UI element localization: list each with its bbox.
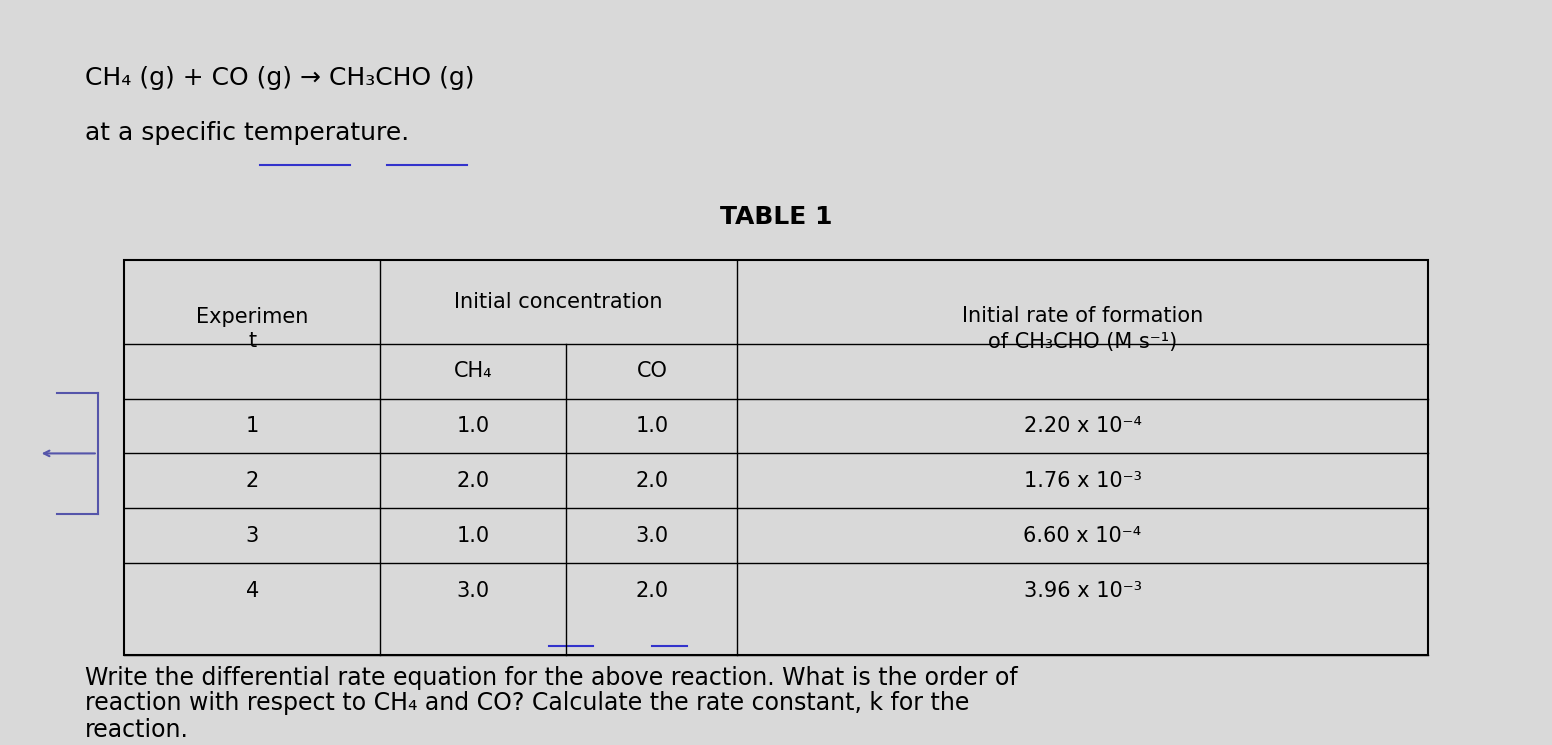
Text: CO: CO (636, 361, 667, 381)
Text: 1: 1 (245, 416, 259, 436)
Text: 4: 4 (245, 580, 259, 600)
Text: Initial concentration: Initial concentration (455, 292, 663, 311)
Text: at a specific temperature.: at a specific temperature. (85, 121, 410, 145)
Text: 3.96 x 10⁻³: 3.96 x 10⁻³ (1023, 580, 1142, 600)
Text: 3.0: 3.0 (456, 580, 490, 600)
Text: 3: 3 (245, 526, 259, 545)
Text: 2: 2 (245, 471, 259, 491)
Text: reaction.: reaction. (85, 718, 189, 742)
Text: 2.0: 2.0 (635, 580, 669, 600)
Text: 6.60 x 10⁻⁴: 6.60 x 10⁻⁴ (1023, 526, 1142, 545)
Text: CH₄: CH₄ (455, 361, 492, 381)
Text: 3.0: 3.0 (635, 526, 669, 545)
Text: 1.0: 1.0 (456, 416, 490, 436)
Text: 2.20 x 10⁻⁴: 2.20 x 10⁻⁴ (1024, 416, 1141, 436)
Text: Write the differential rate equation for the above reaction. What is the order o: Write the differential rate equation for… (85, 665, 1018, 690)
Text: Experimen
t: Experimen t (196, 308, 309, 351)
Text: 2.0: 2.0 (635, 471, 669, 491)
Text: 1.0: 1.0 (635, 416, 669, 436)
Text: 1.76 x 10⁻³: 1.76 x 10⁻³ (1024, 471, 1141, 491)
Text: Initial rate of formation
of CH₃CHO (M s⁻¹): Initial rate of formation of CH₃CHO (M s… (962, 306, 1203, 352)
Text: TABLE 1: TABLE 1 (720, 205, 832, 229)
Text: 2.0: 2.0 (456, 471, 490, 491)
Text: reaction with respect to CH₄ and CO? Calculate the rate constant, k for the: reaction with respect to CH₄ and CO? Cal… (85, 691, 970, 715)
Text: 1.0: 1.0 (456, 526, 490, 545)
Text: CH₄ (g) + CO (g) → CH₃CHO (g): CH₄ (g) + CO (g) → CH₃CHO (g) (85, 66, 475, 90)
